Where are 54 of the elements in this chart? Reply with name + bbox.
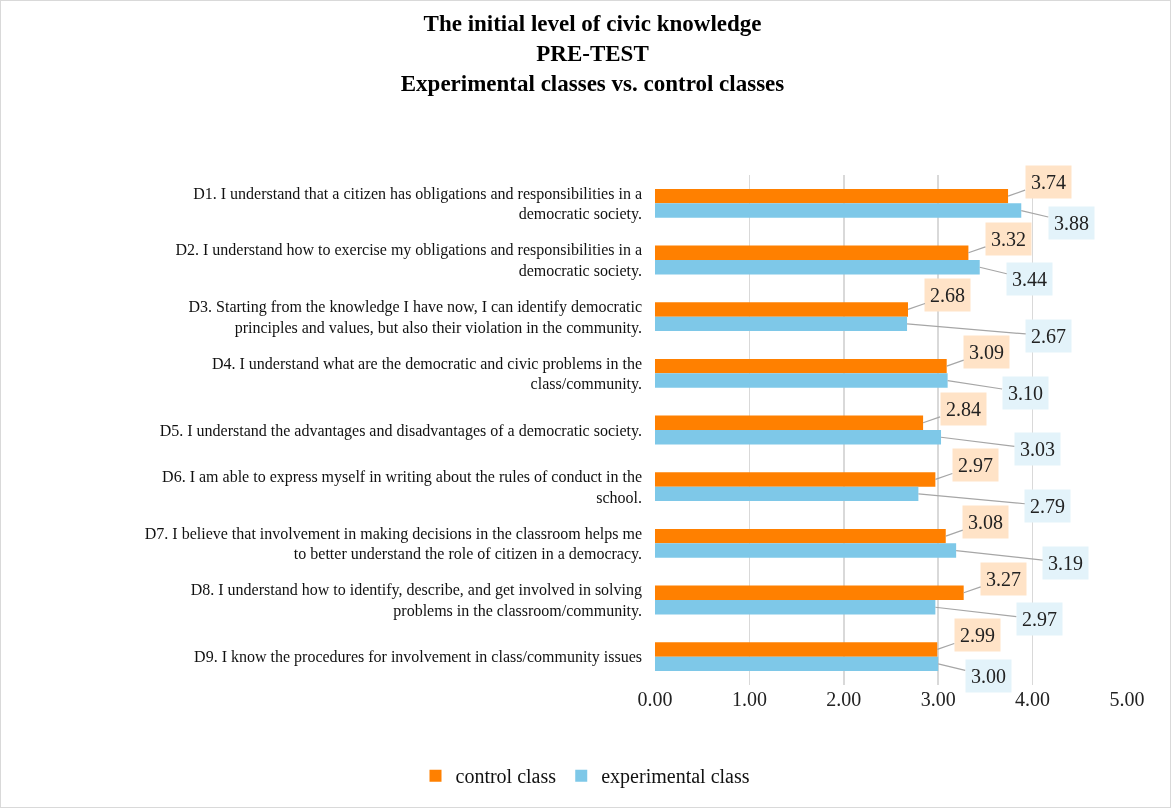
bar [655, 373, 948, 388]
data-label: 3.03 [1020, 438, 1055, 460]
bar [655, 642, 938, 657]
data-label: 3.19 [1048, 552, 1083, 574]
data-label: 2.84 [946, 398, 981, 420]
bar [655, 528, 946, 544]
bar [655, 260, 980, 275]
x-tick-label: 1.00 [731, 688, 767, 710]
bar [655, 430, 942, 445]
bar [655, 472, 936, 487]
x-tick-label: 2.00 [826, 688, 862, 710]
bar [655, 486, 919, 502]
x-tick-label: 3.00 [920, 688, 956, 710]
bar [655, 600, 936, 615]
y-tick-label: D5. I understand the advantages and disadvantages of a democratic society. [159, 421, 642, 440]
data-label: 3.44 [1012, 268, 1047, 290]
y-tick-label: D3. Starting from the knowledge I have now, I can identify democratic principles and values, but also their violation in the community. [188, 297, 642, 337]
data-label: 2.97 [1022, 608, 1057, 630]
data-label: 3.10 [1008, 382, 1043, 404]
data-label: 3.00 [971, 665, 1006, 687]
data-label: 2.97 [958, 454, 993, 476]
x-tick-label: 4.00 [1015, 688, 1051, 710]
x-tick-label: 0.00 [637, 688, 673, 710]
data-label: 2.79 [1030, 495, 1065, 517]
y-tick-label: D9. I know the procedures for involvement in class/community issues [194, 648, 642, 667]
y-tick-label: D4. I understand what are the democratic and civic problems in the class/community. [211, 354, 642, 394]
y-tick-label: D1. I understand that a citizen has obligations and responsibilities in a democratic society. [193, 184, 642, 224]
data-label: 2.99 [960, 624, 995, 646]
bar [655, 585, 964, 600]
bar [655, 245, 969, 260]
legend-label: experimental class [601, 765, 750, 789]
data-label: 3.32 [991, 228, 1026, 250]
bar [655, 415, 924, 430]
bar [655, 188, 1009, 204]
bar [655, 203, 1022, 218]
data-label: 3.74 [1031, 171, 1066, 193]
data-label: 3.88 [1054, 212, 1089, 234]
y-tick-label: D6. I am able to express myself in writing about the rules of conduct in the school. [162, 467, 642, 506]
x-tick-label: 5.00 [1109, 688, 1145, 710]
bar [655, 358, 947, 374]
data-label: 2.67 [1031, 325, 1066, 347]
data-label: 3.09 [969, 341, 1004, 363]
y-tick-label: D7. I believe that involvement in making decisions in the classroom helps me to better understand the role of citizen in a democracy. [144, 524, 642, 564]
legend-label: control class [455, 765, 557, 788]
bar [655, 656, 939, 672]
data-label: 2.68 [930, 284, 965, 306]
bar [655, 316, 908, 332]
data-label: 3.27 [986, 568, 1021, 590]
chart-title: The initial level of civic knowledge PRE-TEST Experimental classes vs. control classes [400, 10, 785, 96]
bar [655, 543, 957, 558]
bar [655, 302, 908, 317]
y-tick-label: D2. I understand how to exercise my obligations and responsibilities in a democratic society. [175, 241, 642, 280]
y-tick-label: D8. I understand how to identify, describe, and get involved in solving problems in the classroom/community. [190, 581, 642, 620]
data-label: 3.08 [968, 511, 1003, 533]
